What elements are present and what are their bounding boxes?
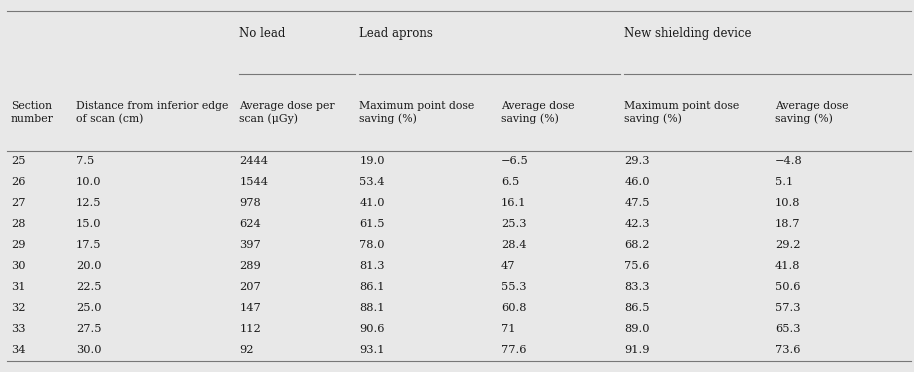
Text: 75.6: 75.6	[624, 261, 650, 271]
Text: 41.0: 41.0	[359, 198, 385, 208]
Text: 60.8: 60.8	[501, 303, 526, 313]
Text: Distance from inferior edge
of scan (cm): Distance from inferior edge of scan (cm)	[76, 101, 228, 124]
Text: 112: 112	[239, 324, 261, 334]
Text: 978: 978	[239, 198, 261, 208]
Text: 28.4: 28.4	[501, 240, 526, 250]
Text: 29.3: 29.3	[624, 156, 650, 166]
Text: 68.2: 68.2	[624, 240, 650, 250]
Text: 89.0: 89.0	[624, 324, 650, 334]
Text: 5.1: 5.1	[775, 177, 793, 187]
Text: 25.3: 25.3	[501, 219, 526, 229]
Text: 47.5: 47.5	[624, 198, 650, 208]
Text: 93.1: 93.1	[359, 344, 385, 355]
Text: 78.0: 78.0	[359, 240, 385, 250]
Text: 12.5: 12.5	[76, 198, 101, 208]
Text: 10.8: 10.8	[775, 198, 801, 208]
Text: 57.3: 57.3	[775, 303, 801, 313]
Text: 50.6: 50.6	[775, 282, 801, 292]
Text: 207: 207	[239, 282, 261, 292]
Text: Average dose
saving (%): Average dose saving (%)	[775, 101, 848, 124]
Text: No lead: No lead	[239, 27, 286, 40]
Text: 86.5: 86.5	[624, 303, 650, 313]
Text: 34: 34	[11, 344, 26, 355]
Text: Maximum point dose
saving (%): Maximum point dose saving (%)	[624, 101, 739, 124]
Text: 65.3: 65.3	[775, 324, 801, 334]
Text: Lead aprons: Lead aprons	[359, 27, 433, 40]
Text: 90.6: 90.6	[359, 324, 385, 334]
Text: 1544: 1544	[239, 177, 269, 187]
Text: 53.4: 53.4	[359, 177, 385, 187]
Text: 27: 27	[11, 198, 26, 208]
Text: 25: 25	[11, 156, 26, 166]
Text: 42.3: 42.3	[624, 219, 650, 229]
Text: 29.2: 29.2	[775, 240, 801, 250]
Text: 47: 47	[501, 261, 515, 271]
Text: 10.0: 10.0	[76, 177, 101, 187]
Text: 624: 624	[239, 219, 261, 229]
Text: 27.5: 27.5	[76, 324, 101, 334]
Text: Maximum point dose
saving (%): Maximum point dose saving (%)	[359, 101, 474, 124]
Text: 22.5: 22.5	[76, 282, 101, 292]
Text: 91.9: 91.9	[624, 344, 650, 355]
Text: 16.1: 16.1	[501, 198, 526, 208]
Text: −4.8: −4.8	[775, 156, 802, 166]
Text: 30.0: 30.0	[76, 344, 101, 355]
Text: 77.6: 77.6	[501, 344, 526, 355]
Text: New shielding device: New shielding device	[624, 27, 751, 40]
Text: 41.8: 41.8	[775, 261, 801, 271]
Text: 92: 92	[239, 344, 254, 355]
Text: 20.0: 20.0	[76, 261, 101, 271]
Text: −6.5: −6.5	[501, 156, 528, 166]
Text: 55.3: 55.3	[501, 282, 526, 292]
Text: 147: 147	[239, 303, 261, 313]
Text: 81.3: 81.3	[359, 261, 385, 271]
Text: Average dose
saving (%): Average dose saving (%)	[501, 101, 574, 124]
Text: 289: 289	[239, 261, 261, 271]
Text: 73.6: 73.6	[775, 344, 801, 355]
Text: 2444: 2444	[239, 156, 269, 166]
Text: 28: 28	[11, 219, 26, 229]
Text: 6.5: 6.5	[501, 177, 519, 187]
Text: 18.7: 18.7	[775, 219, 801, 229]
Text: 397: 397	[239, 240, 261, 250]
Text: 31: 31	[11, 282, 26, 292]
Text: 61.5: 61.5	[359, 219, 385, 229]
Text: 19.0: 19.0	[359, 156, 385, 166]
Text: 25.0: 25.0	[76, 303, 101, 313]
Text: 46.0: 46.0	[624, 177, 650, 187]
Text: 15.0: 15.0	[76, 219, 101, 229]
Text: Average dose per
scan (μGy): Average dose per scan (μGy)	[239, 101, 335, 124]
Text: 33: 33	[11, 324, 26, 334]
Text: 71: 71	[501, 324, 515, 334]
Text: 26: 26	[11, 177, 26, 187]
Text: 7.5: 7.5	[76, 156, 94, 166]
Text: 30: 30	[11, 261, 26, 271]
Text: 86.1: 86.1	[359, 282, 385, 292]
Text: 17.5: 17.5	[76, 240, 101, 250]
Text: 83.3: 83.3	[624, 282, 650, 292]
Text: 88.1: 88.1	[359, 303, 385, 313]
Text: Section
number: Section number	[11, 101, 54, 124]
Text: 32: 32	[11, 303, 26, 313]
Text: 29: 29	[11, 240, 26, 250]
